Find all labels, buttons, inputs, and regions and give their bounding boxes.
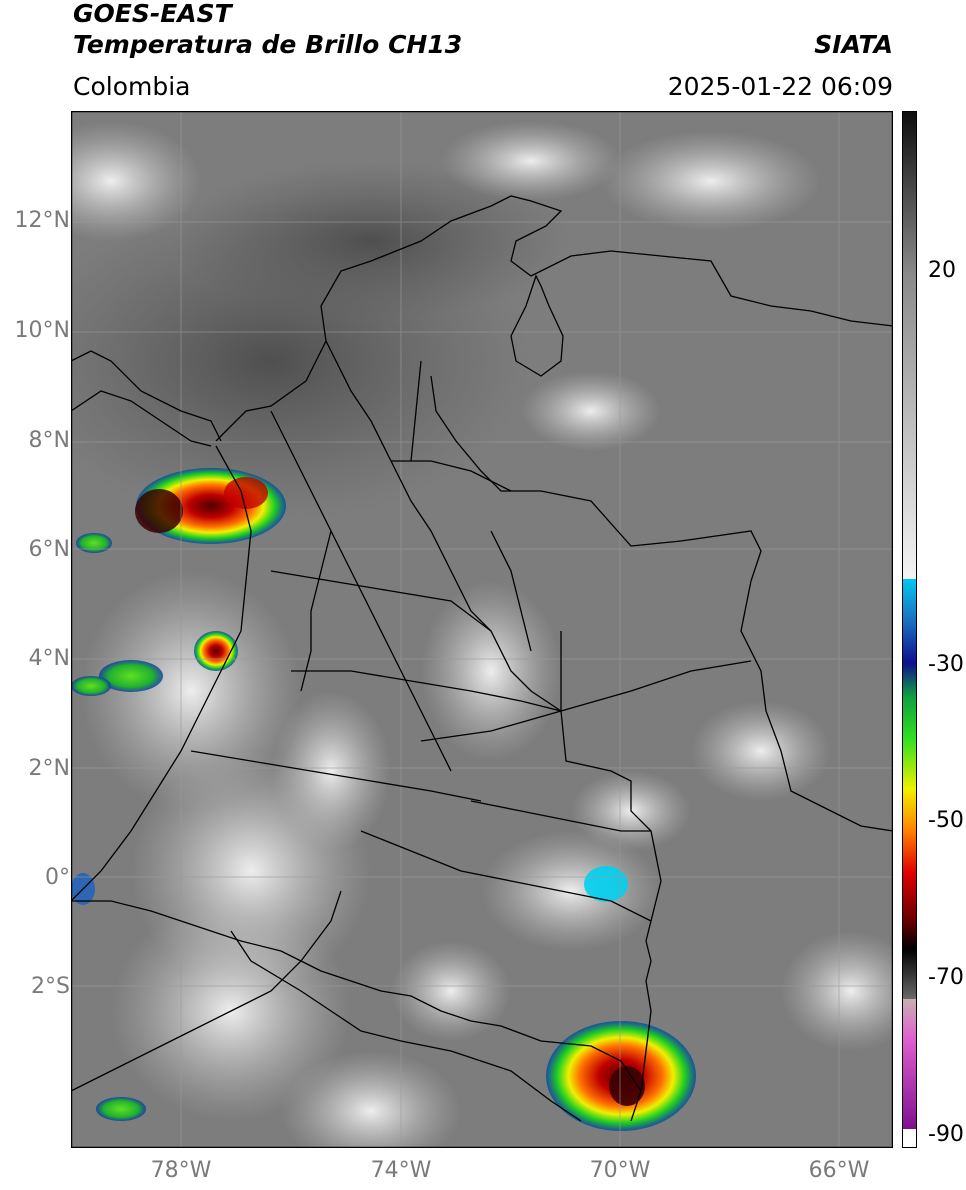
product-title: GOES-EAST <box>73 0 232 28</box>
lat-tick-0: 0° <box>45 865 70 890</box>
dark-caribbean-2 <box>171 161 571 321</box>
timestamp-label: 2025-01-22 06:09 <box>667 72 893 101</box>
cloud-layer <box>71 121 893 1148</box>
colorbar-tick-20: 20 <box>928 258 956 283</box>
satellite-map[interactable] <box>71 111 893 1148</box>
temperature-colorbar <box>902 111 917 1148</box>
lat-tick-4n: 4°N <box>28 646 70 671</box>
brand-label: SIATA <box>814 30 893 59</box>
lat-tick-6n: 6°N <box>28 537 70 562</box>
region-label: Colombia <box>73 72 191 101</box>
colorbar-tick-minus50: -50 <box>928 808 964 833</box>
lat-tick-2n: 2°N <box>28 756 70 781</box>
lat-tick-10n: 10°N <box>14 318 70 343</box>
lon-tick-66w: 66°W <box>808 1158 870 1183</box>
convective-cells <box>71 468 696 1131</box>
lat-tick-8n: 8°N <box>28 428 70 453</box>
colorbar-tick-minus70: -70 <box>928 965 964 990</box>
lon-tick-78w: 78°W <box>150 1158 212 1183</box>
colorbar-tick-minus30: -30 <box>928 652 964 677</box>
lat-tick-12n: 12°N <box>14 208 70 233</box>
lon-tick-70w: 70°W <box>589 1158 651 1183</box>
colorbar-tick-minus90: -90 <box>928 1122 964 1147</box>
lon-tick-74w: 74°W <box>370 1158 432 1183</box>
product-subtitle: Temperatura de Brillo CH13 <box>73 30 463 59</box>
borders <box>71 195 893 1122</box>
lat-tick-2s: 2°S <box>31 974 70 999</box>
gridlines <box>71 111 893 1148</box>
